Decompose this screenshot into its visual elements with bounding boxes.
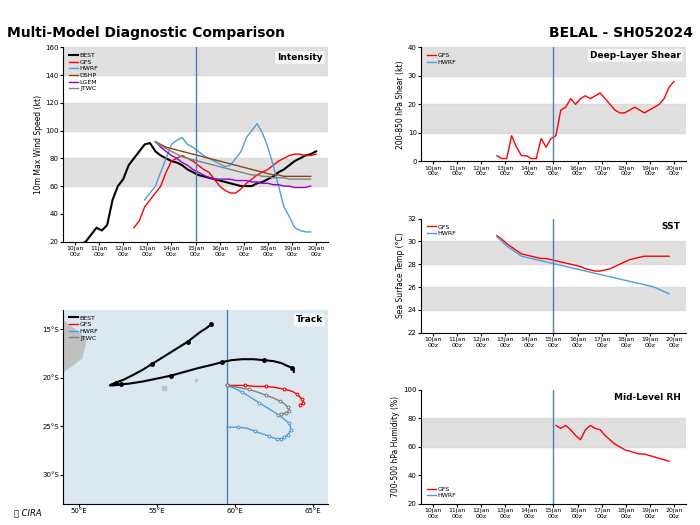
- Y-axis label: Sea Surface Temp (°C): Sea Surface Temp (°C): [396, 233, 405, 319]
- Text: SST: SST: [662, 222, 680, 231]
- Legend: GFS, HWRF: GFS, HWRF: [424, 50, 459, 67]
- Legend: BEST, GFS, HWRF, JTWC: BEST, GFS, HWRF, JTWC: [66, 313, 101, 343]
- Text: Intensity: Intensity: [277, 53, 323, 62]
- Y-axis label: 700-500 hPa Humidity (%): 700-500 hPa Humidity (%): [391, 396, 400, 498]
- Bar: [421, 242, 686, 264]
- Bar: [63, 159, 328, 186]
- Bar: [421, 287, 686, 310]
- Legend: GFS, HWRF: GFS, HWRF: [424, 484, 459, 501]
- Legend: BEST, GFS, HWRF, DSHP, LGEM, JTWC: BEST, GFS, HWRF, DSHP, LGEM, JTWC: [66, 50, 101, 94]
- Text: Track: Track: [295, 316, 323, 324]
- Legend: GFS, HWRF: GFS, HWRF: [424, 222, 459, 239]
- Text: Deep-Layer Shear: Deep-Layer Shear: [590, 51, 680, 60]
- Y-axis label: 10m Max Wind Speed (kt): 10m Max Wind Speed (kt): [34, 95, 43, 194]
- Polygon shape: [0, 300, 86, 431]
- Text: ⓒ CIRA: ⓒ CIRA: [14, 508, 41, 517]
- Bar: [63, 47, 328, 75]
- Bar: [421, 47, 686, 76]
- Bar: [421, 104, 686, 133]
- Y-axis label: 200-850 hPa Shear (kt): 200-850 hPa Shear (kt): [396, 60, 405, 149]
- Text: BELAL - SH052024: BELAL - SH052024: [549, 26, 693, 40]
- Bar: [63, 103, 328, 131]
- Bar: [421, 418, 686, 447]
- Text: Mid-Level RH: Mid-Level RH: [614, 393, 680, 402]
- Text: Multi-Model Diagnostic Comparison: Multi-Model Diagnostic Comparison: [7, 26, 285, 40]
